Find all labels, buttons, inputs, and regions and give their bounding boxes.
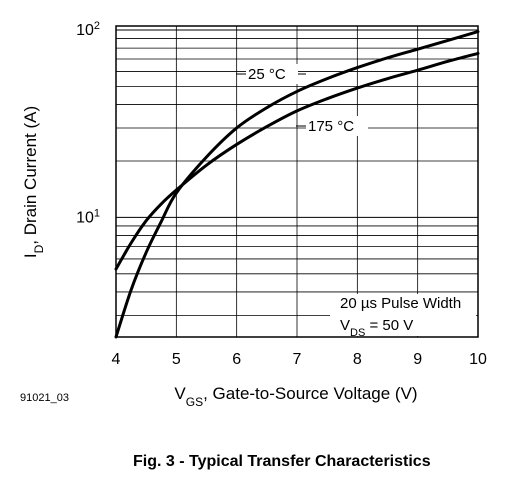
figure-id: 91021_03	[20, 392, 69, 404]
series-label-25c: 25 °C	[248, 66, 286, 83]
series-curve-25c	[114, 30, 480, 339]
y-tick-base: 10	[76, 22, 94, 39]
y-axis-title-sub: D	[32, 244, 46, 253]
x-tick-label-5: 5	[172, 351, 181, 368]
x-axis-title-main: V	[174, 384, 186, 403]
series-label-175c: 175 °C	[308, 118, 354, 135]
label-175c-bg	[306, 116, 368, 136]
series-curve-175c	[114, 51, 480, 271]
x-tick-label-6: 6	[232, 351, 241, 368]
x-tick-label-4: 4	[112, 351, 121, 368]
y-axis-title-rest: , Drain Current (A)	[21, 106, 40, 245]
x-tick-labels: 4 5 6 7 8 9 10	[112, 351, 487, 368]
y-tick-base: 10	[76, 209, 94, 226]
vds-rest: = 50 V	[365, 317, 413, 334]
condition-note-bg	[330, 294, 476, 336]
x-axis-title: VGS, Gate-to-Source Voltage (V)	[174, 384, 417, 409]
vds-sub: DS	[350, 327, 365, 339]
y-axis-title-main: I	[21, 253, 40, 258]
vds-main: V	[340, 317, 350, 334]
x-tick-label-7: 7	[293, 351, 302, 368]
y-tick-exponent: 2	[94, 20, 100, 32]
y-axis-title: ID, Drain Current (A)	[21, 106, 46, 258]
figure-caption: Fig. 3 - Typical Transfer Characteristic…	[133, 453, 431, 470]
y-tick-label-1: 101	[76, 207, 100, 226]
x-axis-title-sub: GS	[186, 395, 203, 409]
vds-note: VDS = 50 V	[340, 317, 413, 339]
x-axis-title-rest: , Gate-to-Source Voltage (V)	[203, 384, 418, 403]
label-25c-bg	[246, 64, 298, 84]
x-tick-label-9: 9	[413, 351, 422, 368]
x-tick-label-8: 8	[353, 351, 362, 368]
pulse-width-note: 20 µs Pulse Width	[340, 295, 461, 312]
y-tick-exponent: 1	[94, 207, 100, 219]
plot-frame	[115, 25, 479, 338]
curves	[114, 30, 480, 339]
x-tick-label-10: 10	[469, 351, 487, 368]
y-tick-label-2: 102	[76, 20, 100, 39]
